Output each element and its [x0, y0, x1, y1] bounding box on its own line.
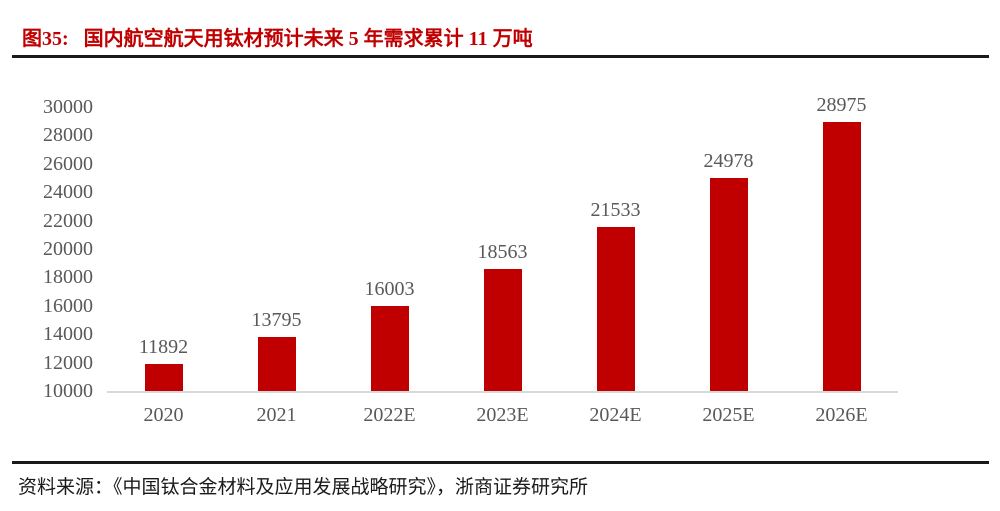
- bar-value-label: 16003: [364, 277, 415, 300]
- y-tick-label: 16000: [43, 294, 93, 317]
- y-tick-label: 26000: [43, 152, 93, 175]
- source-divider-rule: [12, 461, 989, 464]
- y-tick-label: 14000: [43, 323, 93, 346]
- y-tick-label: 22000: [43, 209, 93, 232]
- bar-2025E: [709, 178, 748, 391]
- source-line: 资料来源：《中国钛合金材料及应用发展战略研究》，浙商证券研究所: [18, 477, 589, 498]
- figure-title: 图35: 国内航空航天用钛材预计未来 5 年需求累计 11 万吨: [22, 22, 533, 51]
- figure-title-text: 国内航空航天用钛材预计未来 5 年需求累计 11 万吨: [83, 28, 533, 50]
- x-tick-label: 2023E: [476, 404, 529, 426]
- y-tick-label: 12000: [43, 351, 93, 374]
- x-axis-line: [107, 391, 898, 393]
- y-tick-label: 28000: [43, 124, 93, 147]
- plot-area: 11892 2020 13795 2021 16003 2022E 18563 2023E 21…: [43, 95, 898, 425]
- bar-value-label: 24978: [703, 150, 754, 173]
- y-tick-label: 18000: [43, 266, 93, 289]
- x-tick-label: 2025E: [702, 404, 755, 426]
- bar-2026E: [822, 121, 861, 391]
- bar-value-label: 11892: [138, 336, 189, 359]
- y-tick-label: 10000: [43, 380, 93, 402]
- bar-value-label: 13795: [251, 309, 302, 332]
- x-tick-label: 2020: [143, 404, 184, 426]
- figure-number: 图35:: [22, 28, 69, 50]
- bar-2020: [144, 364, 183, 391]
- bar-2023E: [483, 269, 522, 391]
- x-tick-label: 2021: [256, 404, 297, 426]
- bar-value-label: 18563: [477, 241, 528, 264]
- y-tick-label: 24000: [43, 181, 93, 204]
- bar-2021: [257, 337, 296, 391]
- y-tick-label: 30000: [43, 96, 93, 118]
- bar-2024E: [596, 227, 635, 391]
- bar-2022E: [370, 305, 409, 391]
- x-tick-label: 2026E: [815, 404, 868, 426]
- bar-value-label: 21533: [590, 199, 641, 222]
- bar-value-label: 28975: [816, 93, 867, 116]
- title-divider-rule: [12, 55, 989, 58]
- x-tick-label: 2022E: [363, 404, 416, 426]
- y-tick-label: 20000: [43, 238, 93, 260]
- x-tick-label: 2024E: [589, 404, 642, 426]
